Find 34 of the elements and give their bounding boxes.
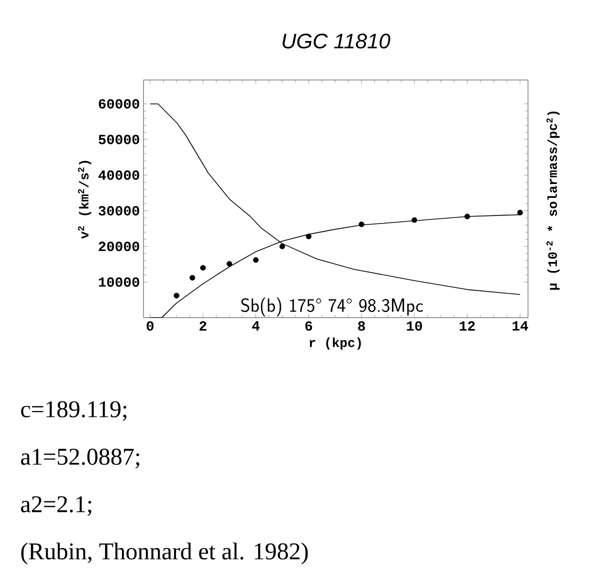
text: v$^{2}$ (km$^{2}$/s$^{2}$) [78,160,92,239]
point [279,244,286,250]
y-tick-label: 40000 [98,170,140,180]
x-tick-label: 14 [512,321,528,330]
point [358,222,364,228]
x-tick-label: 0 [146,321,154,331]
y-tick-label: 60000 [98,99,140,109]
x-tick-label: 6 [305,321,312,331]
point [517,210,523,216]
text: a2=2.1; [21,496,92,516]
x-tick-label: 2 [200,321,206,331]
chart-title: UGC 11810 [282,34,390,48]
text: a1=52.0887; [21,448,140,468]
point [200,265,206,271]
x-tick-label: 12 [460,321,475,331]
y-tick-label: 30000 [98,206,140,216]
annotation: Sb(b) 175° 74° 98.3Mpc [241,298,423,316]
y-tick-label: 10000 [98,277,140,287]
point [253,257,259,263]
text: c=189.119; [21,401,126,421]
point [226,261,232,267]
point [306,234,312,240]
point [464,214,470,220]
point [174,292,180,298]
x-tick-label: 10 [406,321,422,331]
y-tick-label: 50000 [98,134,140,144]
x-axis-title: r (kpc) [310,338,361,350]
point [190,274,196,281]
y-tick-label: 20000 [98,242,140,252]
text: (Rubin, Thonnard et al. 1982) [21,542,308,564]
point [412,217,418,223]
x-tick-label: 8 [358,321,365,331]
x-tick-label: 4 [252,321,260,330]
y2-axis-title: μ (10$^{-2}$ * solarmass/pc$^{2}$) [546,112,560,290]
